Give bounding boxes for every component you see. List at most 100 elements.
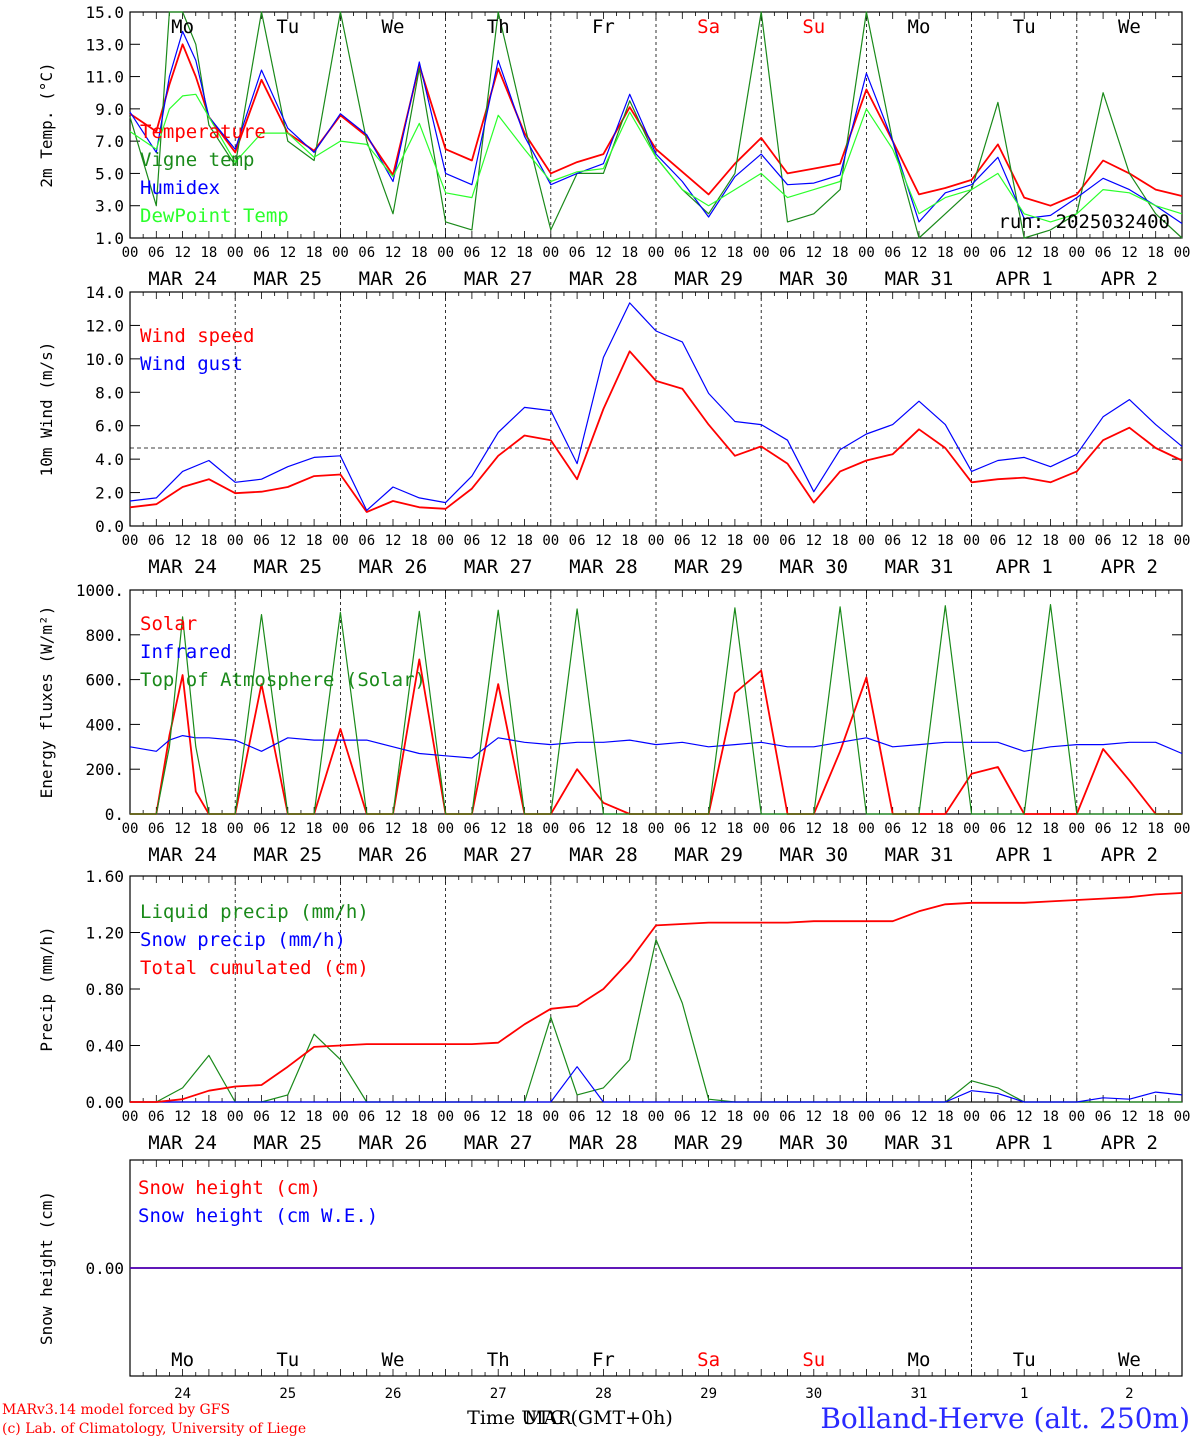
hour-label: 06 [989, 533, 1006, 549]
hour-label: 00 [648, 245, 665, 261]
y-tick-label: 1.0 [95, 229, 124, 248]
hour-label: 18 [1042, 245, 1059, 261]
panel-5: 0.00 Snow height (cm) Snow height (cm) Snow… [37, 1159, 1183, 1402]
hour-label: 06 [674, 1109, 691, 1125]
hour-label: 12 [1016, 821, 1033, 837]
weekday-label: Tu [276, 16, 299, 38]
hour-label: 12 [174, 821, 191, 837]
hour-label: 18 [306, 245, 323, 261]
day-number: 26 [385, 1386, 402, 1402]
hour-label: 12 [279, 1109, 296, 1125]
hour-label: 06 [989, 245, 1006, 261]
hour-label: 06 [989, 1109, 1006, 1125]
date-label: MAR 24 [148, 1132, 217, 1154]
hour-label: 18 [726, 245, 743, 261]
y-axis-label: Energy fluxes (W/m²) [37, 606, 56, 799]
hour-label: 06 [1095, 245, 1112, 261]
hour-label: 00 [332, 821, 349, 837]
hour-label: 00 [963, 821, 980, 837]
hour-label: 12 [805, 245, 822, 261]
hour-label: 00 [227, 821, 244, 837]
weekday-label: Sa [697, 1349, 720, 1371]
hour-label: 18 [832, 1109, 849, 1125]
hour-label: 18 [516, 245, 533, 261]
hour-label: 00 [227, 1109, 244, 1125]
hour-label: 12 [911, 245, 928, 261]
date-label: MAR 30 [779, 1132, 848, 1154]
hour-label: 00 [227, 245, 244, 261]
hour-label: 18 [832, 821, 849, 837]
y-tick-label: 13.0 [85, 35, 124, 54]
hour-label: 12 [490, 1109, 507, 1125]
hour-label: 18 [621, 245, 638, 261]
hour-label: 00 [437, 533, 454, 549]
hour-label: 12 [1121, 821, 1138, 837]
date-label: MAR 25 [253, 844, 322, 866]
hour-label: 18 [411, 533, 428, 549]
y-tick-label: 4.0 [95, 450, 124, 469]
hour-label: 00 [648, 1109, 665, 1125]
hour-label: 06 [569, 245, 586, 261]
hour-label: 06 [674, 821, 691, 837]
date-label: MAR 28 [569, 1132, 638, 1154]
hour-label: 12 [385, 821, 402, 837]
weekday-label: We [1118, 1349, 1141, 1371]
y-tick-label: 14.0 [85, 283, 124, 302]
date-label: APR 2 [1101, 1132, 1158, 1154]
time-axis-label: Time UTC (GMT+0h) [467, 1407, 673, 1429]
hour-label: 12 [1016, 533, 1033, 549]
hour-label: 06 [463, 533, 480, 549]
hour-label: 12 [490, 821, 507, 837]
hour-label: 06 [463, 821, 480, 837]
date-label: MAR 28 [569, 844, 638, 866]
series-line [129, 734, 1183, 759]
hour-label: 18 [200, 245, 217, 261]
date-label: MAR 25 [253, 268, 322, 290]
series-line [129, 302, 1183, 511]
legend-entry: Snow height (cm W.E.) [138, 1205, 378, 1227]
hour-label: 00 [963, 1109, 980, 1125]
hour-label: 12 [595, 533, 612, 549]
hour-label: 12 [279, 533, 296, 549]
hour-label: 00 [437, 245, 454, 261]
hour-label: 00 [1174, 245, 1191, 261]
date-label: MAR 27 [464, 556, 533, 578]
y-tick-label: 600. [85, 671, 124, 690]
date-label: MAR 26 [359, 1132, 428, 1154]
hour-label: 00 [1068, 1109, 1085, 1125]
hour-label: 06 [148, 533, 165, 549]
hour-label: 18 [1042, 1109, 1059, 1125]
hour-label: 00 [1068, 821, 1085, 837]
panel-3: 0. 200. 400. 600. 800. 1000. Energy fluxes (W/… [37, 581, 1190, 866]
hour-label: 06 [779, 245, 796, 261]
hour-label: 06 [569, 1109, 586, 1125]
hour-label: 12 [174, 533, 191, 549]
hour-label: 00 [122, 245, 139, 261]
hour-label: 06 [148, 1109, 165, 1125]
legend-entry: Solar [140, 613, 197, 635]
model-credit: MARv3.14 model forced by GFS [2, 1402, 230, 1418]
hour-label: 12 [595, 245, 612, 261]
y-tick-label: 1.60 [85, 867, 124, 886]
hour-label: 12 [385, 533, 402, 549]
date-label: MAR 31 [885, 1132, 954, 1154]
hour-label: 12 [700, 821, 717, 837]
y-tick-label: 6.0 [95, 417, 124, 436]
hour-label: 12 [595, 821, 612, 837]
y-tick-label: 0.00 [85, 1093, 124, 1112]
weekday-label: Th [487, 16, 510, 38]
hour-label: 12 [279, 245, 296, 261]
hour-label: 00 [963, 245, 980, 261]
hour-label: 18 [516, 533, 533, 549]
hour-label: 18 [306, 821, 323, 837]
date-label: MAR 24 [148, 844, 217, 866]
date-label: MAR 28 [569, 268, 638, 290]
footer: MARv3.14 model forced by GFS (c) Lab. of … [2, 1402, 1190, 1437]
y-tick-label: 10.0 [85, 350, 124, 369]
date-label: MAR 25 [253, 1132, 322, 1154]
day-number: 2 [1125, 1386, 1133, 1402]
date-label: MAR 30 [779, 268, 848, 290]
series-line [129, 11, 1183, 239]
hour-label: 18 [200, 821, 217, 837]
hour-label: 12 [1121, 533, 1138, 549]
